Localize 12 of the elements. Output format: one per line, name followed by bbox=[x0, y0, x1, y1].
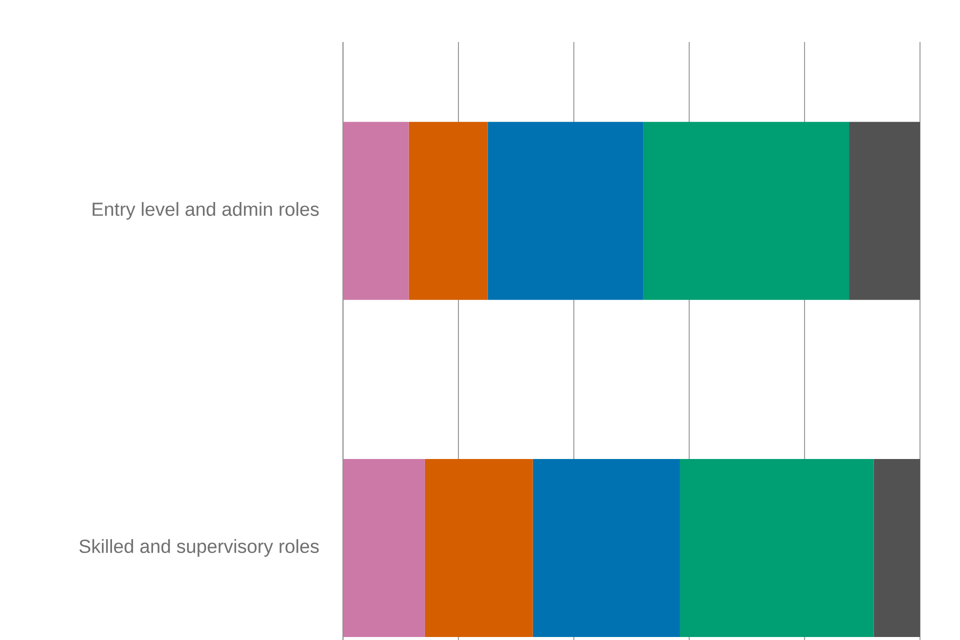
y-tick-label: Entry level and admin roles bbox=[92, 202, 319, 220]
bar bbox=[343, 458, 425, 637]
bar bbox=[874, 458, 920, 637]
bar bbox=[488, 122, 644, 300]
bar bbox=[680, 458, 874, 637]
bar bbox=[343, 122, 409, 300]
bar bbox=[532, 458, 680, 637]
bar bbox=[424, 458, 533, 637]
y-tick-label: Skilled and supervisory roles bbox=[79, 539, 319, 557]
bar bbox=[408, 122, 488, 300]
bar bbox=[849, 122, 920, 300]
bar bbox=[643, 122, 850, 300]
